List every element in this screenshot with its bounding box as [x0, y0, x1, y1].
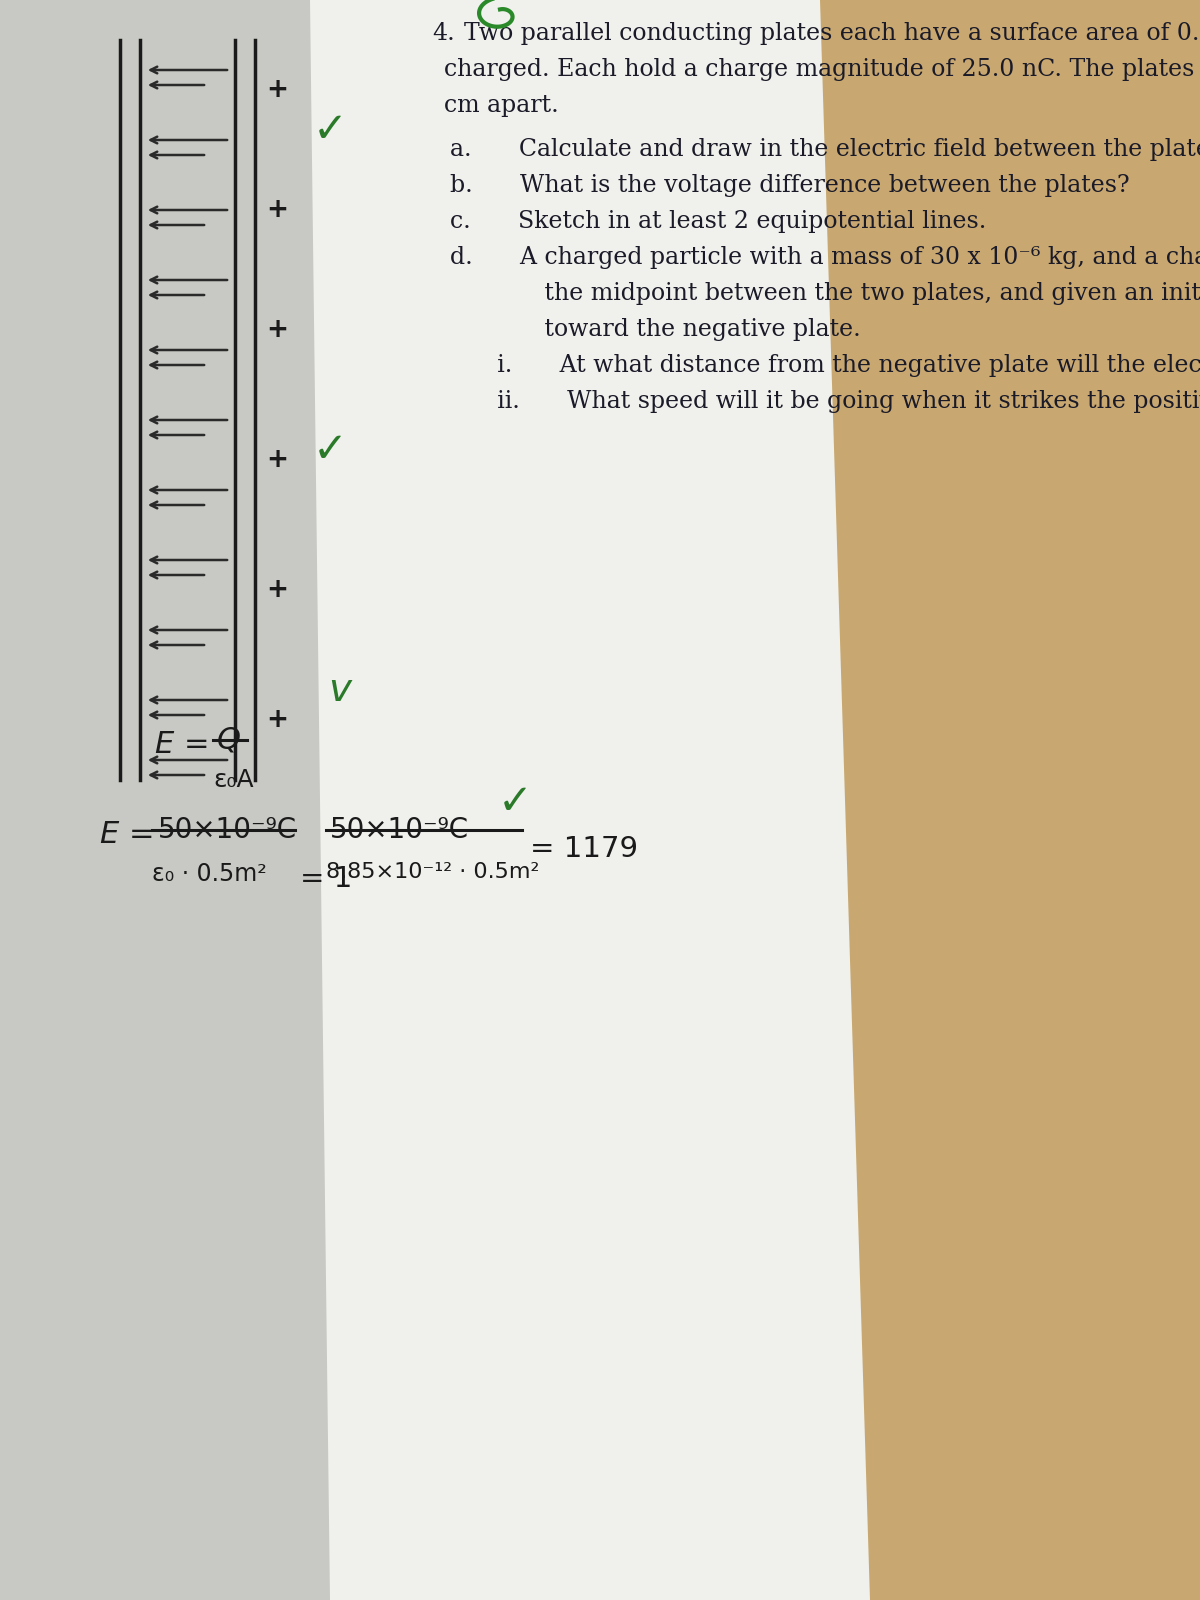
Text: +: +: [266, 446, 288, 474]
Text: +: +: [266, 197, 288, 222]
Text: +: +: [266, 317, 288, 342]
Text: charged. Each hold a charge magnitude of 25.0 nC. The plates are distance of d =: charged. Each hold a charge magnitude of…: [444, 58, 1200, 82]
Text: 4.: 4.: [432, 22, 455, 45]
Text: 50×10⁻⁹C: 50×10⁻⁹C: [330, 816, 469, 845]
Text: Two parallel conducting plates each have a surface area of 0.500 m² and are oppo: Two parallel conducting plates each have…: [464, 22, 1200, 45]
Text: the midpoint between the two plates, and given an initial velocity of 60 m/s: the midpoint between the two plates, and…: [450, 282, 1200, 306]
Text: toward the negative plate.: toward the negative plate.: [450, 318, 860, 341]
Text: b.  What is the voltage difference between the plates?: b. What is the voltage difference betwee…: [450, 174, 1129, 197]
Text: +: +: [266, 77, 288, 102]
Text: 50×10⁻⁹C: 50×10⁻⁹C: [158, 816, 298, 845]
Text: = 1: = 1: [300, 866, 353, 893]
Text: +: +: [266, 578, 288, 603]
Text: cm apart.: cm apart.: [444, 94, 559, 117]
Polygon shape: [0, 0, 330, 1600]
Text: ii.  What speed will it be going when it strikes the positive plate?: ii. What speed will it be going when it …: [450, 390, 1200, 413]
Text: E =: E =: [100, 819, 155, 850]
Text: ε₀A: ε₀A: [214, 768, 253, 792]
Text: ε₀ · 0.5m²: ε₀ · 0.5m²: [152, 862, 266, 886]
Polygon shape: [0, 0, 870, 1600]
Text: v: v: [329, 670, 352, 709]
Text: 8.85×10⁻¹² · 0.5m²: 8.85×10⁻¹² · 0.5m²: [326, 862, 539, 882]
Text: = 1179: = 1179: [530, 835, 638, 862]
Text: d.  A charged particle with a mass of 30 x 10⁻⁶ kg, and a charge of -2 mC is pla: d. A charged particle with a mass of 30 …: [450, 246, 1200, 269]
Text: ✓: ✓: [312, 109, 348, 150]
Text: Q: Q: [217, 726, 241, 755]
Text: +: +: [266, 707, 288, 733]
Text: c.  Sketch in at least 2 equipotential lines.: c. Sketch in at least 2 equipotential li…: [450, 210, 986, 234]
Text: ✓: ✓: [498, 781, 533, 822]
Text: a.  Calculate and draw in the electric field between the plates.: a. Calculate and draw in the electric fi…: [450, 138, 1200, 162]
Text: ✓: ✓: [312, 429, 348, 470]
Text: E =: E =: [155, 730, 210, 758]
Text: i.  At what distance from the negative plate will the electron turn around?: i. At what distance from the negative pl…: [450, 354, 1200, 378]
